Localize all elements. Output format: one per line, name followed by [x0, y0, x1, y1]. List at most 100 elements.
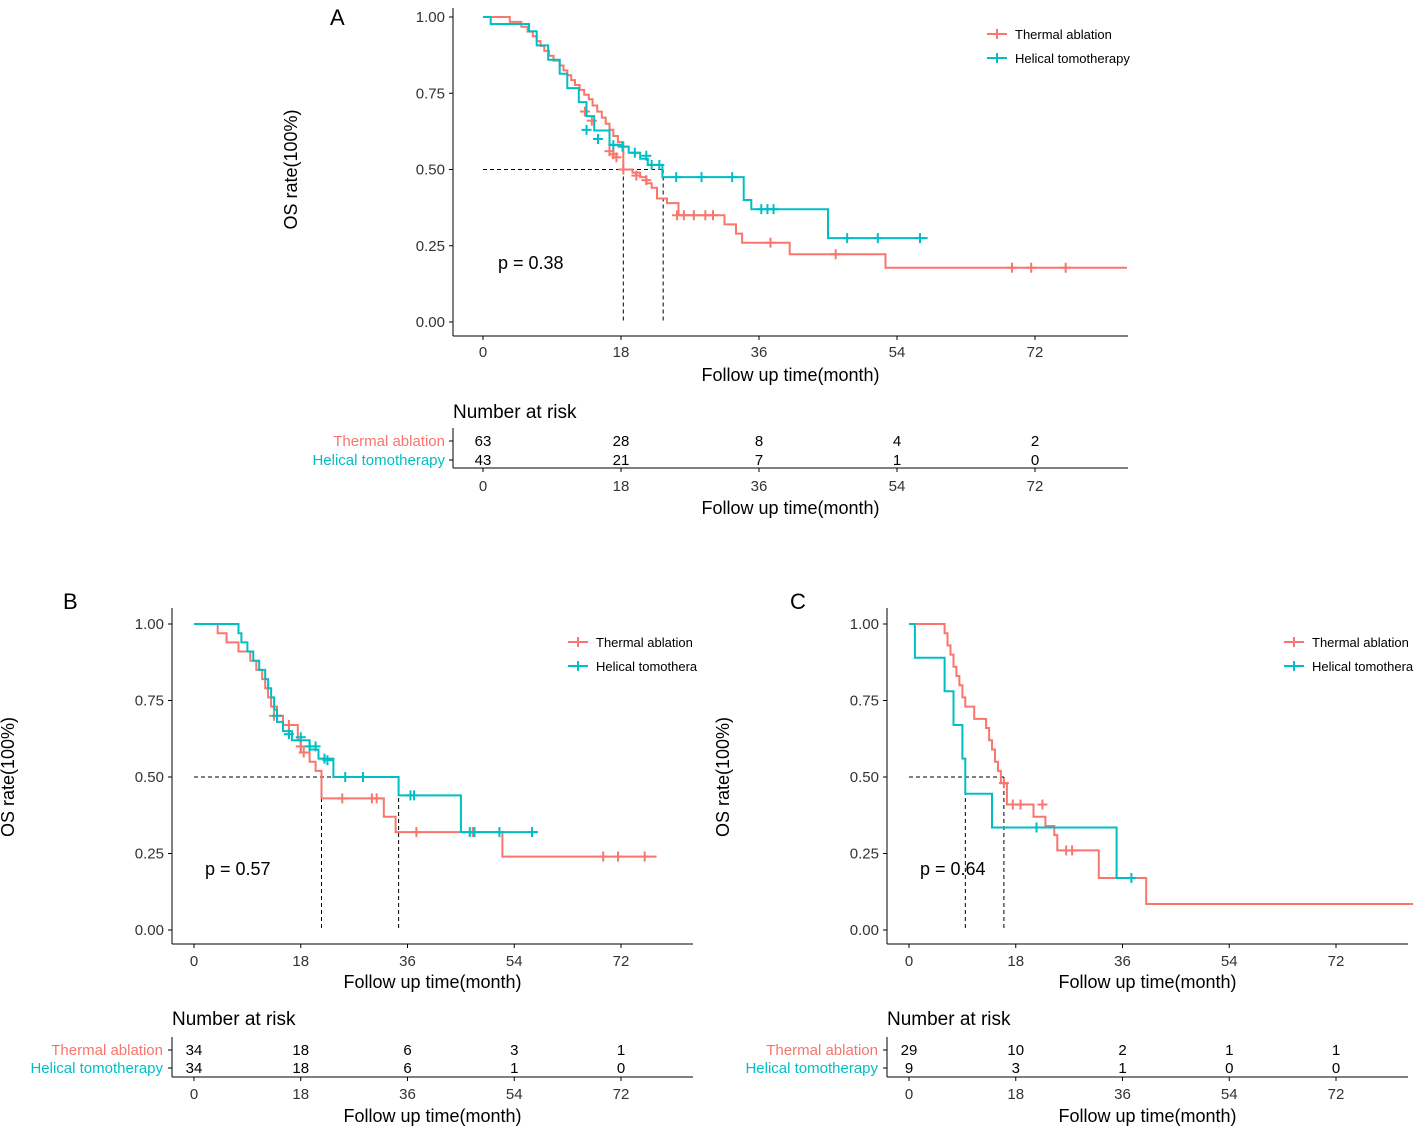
legend-label: Thermal ablation: [596, 635, 693, 650]
risk-x-axis-title: Follow up time(month): [701, 498, 879, 518]
risk-x-tick-label: 54: [1221, 1086, 1238, 1103]
y-axis-title: OS rate(100%): [713, 717, 733, 837]
risk-count: 34: [186, 1060, 203, 1077]
risk-count: 7: [755, 452, 763, 469]
risk-x-tick-label: 18: [292, 1086, 309, 1103]
risk-row-label: Thermal ablation: [333, 433, 445, 450]
km-panel-b: B 0.00 0.25 0.50 0.75 1.00 0 18 36 54 72 OS rate(10…: [0, 589, 698, 1126]
p-value: p = 0.57: [205, 859, 271, 879]
y-tick-label: 0.75: [416, 85, 445, 102]
risk-table-title: Number at risk: [172, 1009, 296, 1030]
km-curve-helical: [909, 623, 1135, 879]
risk-count: 0: [1031, 452, 1039, 469]
y-tick-label: 0.50: [135, 769, 164, 786]
x-axis-title: Follow up time(month): [701, 365, 879, 385]
risk-x-tick-label: 0: [905, 1086, 913, 1103]
risk-count: 0: [1225, 1060, 1233, 1077]
risk-count: 1: [1225, 1042, 1233, 1059]
panel-label-a: A: [330, 5, 345, 30]
risk-count: 1: [893, 452, 901, 469]
risk-x-tick-label: 0: [190, 1086, 198, 1103]
risk-x-axis-title: Follow up time(month): [343, 1106, 521, 1126]
panel-label-c: C: [790, 589, 806, 614]
risk-count: 1: [617, 1042, 625, 1059]
risk-count: 6: [403, 1060, 411, 1077]
panel-label-b: B: [63, 589, 78, 614]
x-tick-label: 36: [1114, 953, 1131, 970]
legend-label: Thermal ablation: [1312, 635, 1409, 650]
y-tick-label: 0.00: [135, 922, 164, 939]
x-tick-label: 0: [905, 953, 913, 970]
risk-count: 1: [1118, 1060, 1126, 1077]
risk-count: 43: [475, 452, 492, 469]
y-tick-label: 1.00: [850, 616, 879, 633]
y-tick-label: 0.00: [850, 922, 879, 939]
x-tick-label: 54: [1221, 953, 1238, 970]
risk-x-tick-label: 36: [1114, 1086, 1131, 1103]
y-axis-title: OS rate(100%): [0, 717, 18, 837]
risk-count: 2: [1118, 1042, 1126, 1059]
risk-count: 3: [1012, 1060, 1020, 1077]
p-value: p = 0.64: [920, 859, 986, 879]
y-tick-label: 0.50: [416, 162, 445, 179]
x-tick-label: 36: [751, 344, 768, 361]
x-tick-label: 36: [399, 953, 416, 970]
risk-x-tick-label: 72: [1027, 478, 1044, 495]
risk-row-label: Helical tomotherapy: [745, 1060, 878, 1077]
risk-x-tick-label: 54: [889, 478, 906, 495]
legend-label: Helical tomothera: [1312, 659, 1414, 674]
risk-count: 21: [613, 452, 630, 469]
legend-label: Thermal ablation: [1015, 27, 1112, 42]
risk-x-tick-label: 54: [506, 1086, 523, 1103]
risk-x-tick-label: 18: [613, 478, 630, 495]
risk-count: 18: [292, 1060, 309, 1077]
y-tick-label: 0.75: [135, 693, 164, 710]
risk-count: 0: [617, 1060, 625, 1077]
p-value: p = 0.38: [498, 253, 564, 273]
risk-count: 8: [755, 433, 763, 450]
risk-x-tick-label: 72: [613, 1086, 630, 1103]
x-axis-title: Follow up time(month): [1058, 972, 1236, 992]
risk-count: 28: [613, 433, 630, 450]
y-tick-label: 0.00: [416, 314, 445, 331]
x-tick-label: 72: [1328, 953, 1345, 970]
km-curve-helical: [194, 623, 538, 834]
risk-count: 2: [1031, 433, 1039, 450]
x-tick-label: 18: [1007, 953, 1024, 970]
risk-row-label: Thermal ablation: [51, 1042, 163, 1059]
risk-x-tick-label: 0: [479, 478, 487, 495]
y-tick-label: 1.00: [135, 616, 164, 633]
y-tick-label: 0.25: [135, 846, 164, 863]
risk-count: 29: [901, 1042, 918, 1059]
y-tick-label: 0.75: [850, 693, 879, 710]
y-tick-label: 0.25: [416, 238, 445, 255]
risk-count: 1: [510, 1060, 518, 1077]
risk-x-tick-label: 36: [751, 478, 768, 495]
x-tick-label: 0: [479, 344, 487, 361]
risk-x-tick-label: 18: [1007, 1086, 1024, 1103]
y-tick-label: 0.50: [850, 769, 879, 786]
x-tick-label: 54: [889, 344, 906, 361]
risk-count: 9: [905, 1060, 913, 1077]
risk-row-label: Helical tomotherapy: [30, 1060, 163, 1077]
y-axis-title: OS rate(100%): [281, 109, 301, 229]
risk-x-tick-label: 36: [399, 1086, 416, 1103]
risk-count: 4: [893, 433, 901, 450]
risk-count: 0: [1332, 1060, 1340, 1077]
risk-count: 6: [403, 1042, 411, 1059]
x-tick-label: 72: [613, 953, 630, 970]
x-tick-label: 54: [506, 953, 523, 970]
risk-count: 1: [1332, 1042, 1340, 1059]
risk-row-label: Thermal ablation: [766, 1042, 878, 1059]
x-tick-label: 18: [292, 953, 309, 970]
legend-label: Helical tomothera: [596, 659, 698, 674]
km-curve-thermal: [909, 623, 1414, 905]
km-curve-thermal: [194, 623, 657, 858]
risk-count: 34: [186, 1042, 203, 1059]
km-panel-c: C 0.00 0.25 0.50 0.75 1.00 0 18 36 54 72 OS rate(10…: [713, 589, 1414, 1126]
risk-count: 63: [475, 433, 492, 450]
y-tick-label: 1.00: [416, 9, 445, 26]
x-tick-label: 0: [190, 953, 198, 970]
